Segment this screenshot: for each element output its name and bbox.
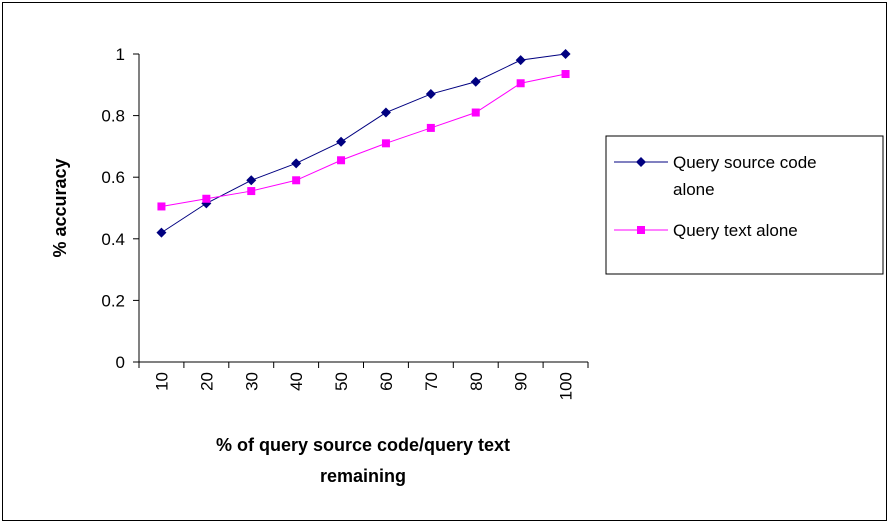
x-tick-label: 60 bbox=[377, 372, 396, 391]
x-tick-label: 10 bbox=[152, 372, 171, 391]
x-axis-title-line-1: % of query source code/query text bbox=[216, 435, 510, 455]
y-tick-label: 0.8 bbox=[101, 107, 125, 126]
data-point-square bbox=[157, 202, 166, 211]
legend-entry: Query source code alone bbox=[614, 153, 817, 199]
x-tick-label: 70 bbox=[422, 372, 441, 391]
legend-box bbox=[605, 135, 884, 275]
data-point-diamond bbox=[156, 227, 167, 238]
data-point-diamond bbox=[380, 107, 391, 118]
data-point-diamond bbox=[291, 158, 302, 169]
x-tick-label: 40 bbox=[287, 372, 306, 391]
data-point-square bbox=[637, 226, 645, 234]
data-point-square bbox=[516, 79, 525, 88]
x-tick-label: 20 bbox=[197, 372, 216, 391]
x-tick-label: 80 bbox=[467, 372, 486, 391]
legend-items: Query source code alone Query text alone bbox=[614, 153, 817, 240]
y-tick-label: 1 bbox=[116, 45, 125, 64]
data-point-square bbox=[381, 139, 390, 148]
y-tick-label: 0.2 bbox=[101, 291, 125, 310]
data-point-diamond bbox=[470, 76, 481, 87]
series-layer bbox=[156, 49, 571, 238]
data-point-square bbox=[337, 156, 346, 165]
y-axis-title: % accuracy bbox=[50, 158, 70, 257]
data-point-diamond bbox=[560, 49, 571, 59]
y-tick-label: 0.6 bbox=[101, 168, 125, 187]
x-axis-title-line-2: remaining bbox=[320, 466, 406, 486]
series-1 bbox=[156, 49, 571, 238]
data-point-square bbox=[561, 70, 570, 79]
y-tick-label: 0.4 bbox=[101, 230, 125, 249]
legend-label: alone bbox=[673, 180, 715, 199]
data-point-square bbox=[471, 108, 480, 117]
x-tick-label: 90 bbox=[512, 372, 531, 391]
data-point-diamond bbox=[515, 55, 526, 66]
legend-label: Query source code bbox=[673, 153, 817, 172]
series-line bbox=[161, 73, 566, 207]
y-tick-label: 0 bbox=[116, 353, 125, 372]
data-point-diamond bbox=[425, 89, 436, 100]
data-point-square bbox=[247, 187, 256, 196]
data-point-diamond bbox=[246, 175, 257, 186]
legend-label: Query text alone bbox=[673, 221, 798, 240]
x-tick-label: 50 bbox=[332, 372, 351, 391]
series-line bbox=[161, 53, 566, 234]
data-point-diamond bbox=[336, 136, 347, 147]
legend-entry: Query text alone bbox=[614, 221, 798, 240]
y-ticks: 0 0.2 0.4 0.6 0.8 1 bbox=[101, 45, 139, 372]
data-point-square bbox=[426, 123, 435, 132]
series-2 bbox=[157, 70, 570, 211]
x-tick-label: 30 bbox=[242, 372, 261, 391]
data-point-square bbox=[292, 176, 301, 185]
data-point-diamond bbox=[636, 157, 646, 167]
data-point-square bbox=[202, 194, 211, 203]
x-tick-label: 100 bbox=[557, 372, 576, 400]
legend: Query source code alone Query text alone bbox=[605, 135, 884, 275]
x-ticks: 10 20 30 40 50 60 70 80 90 100 bbox=[138, 362, 589, 400]
